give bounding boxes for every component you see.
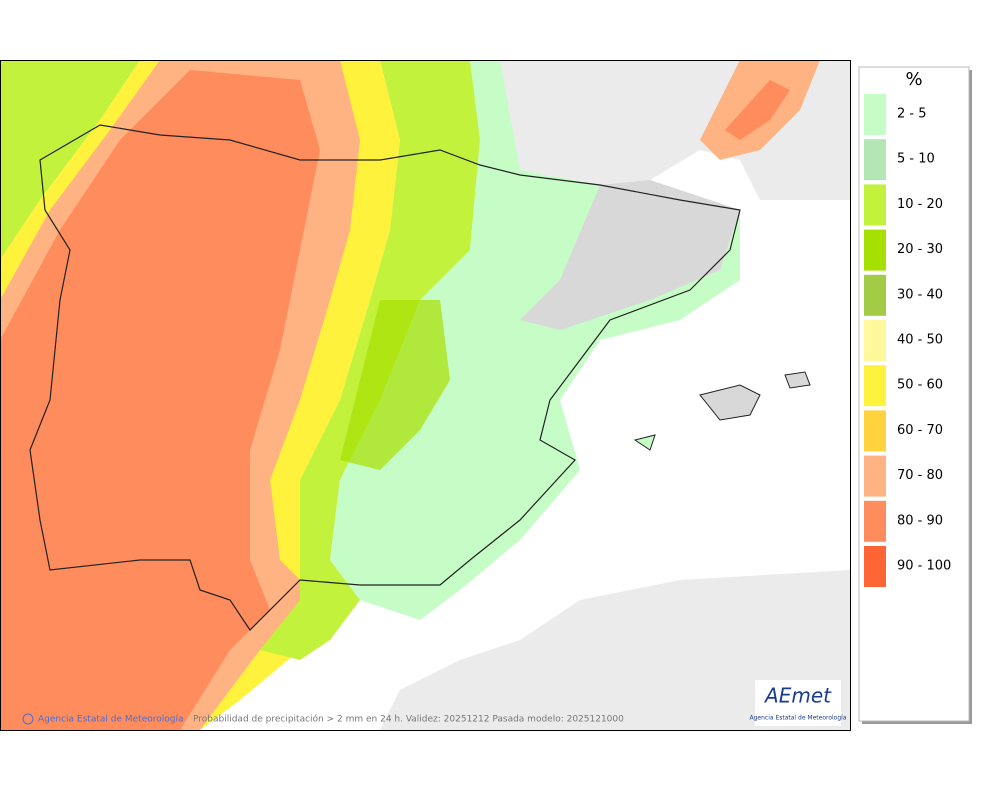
field-orange <box>0 70 320 730</box>
legend-swatch <box>864 184 886 226</box>
legend-label: 10 - 20 <box>897 197 943 212</box>
legend-swatch <box>864 500 886 542</box>
field-none-ne <box>520 180 740 330</box>
legend-swatch <box>864 94 886 135</box>
iberia-outline <box>29 124 741 631</box>
legend-swatch <box>864 139 886 181</box>
legend-label: 90 - 100 <box>897 559 951 574</box>
legend-label: 80 - 90 <box>897 513 943 528</box>
legend-label: 40 - 50 <box>897 333 943 348</box>
legend-title: % <box>905 69 922 90</box>
legend-label: 50 - 60 <box>897 378 943 393</box>
credit: Agencia Estatal de Meteorología <box>38 715 184 725</box>
legend-swatch <box>864 410 886 452</box>
legend-swatch <box>864 320 886 361</box>
menorca <box>784 371 811 389</box>
legend-label: 5 - 10 <box>897 152 935 167</box>
legend-label: 70 - 80 <box>897 468 943 483</box>
africa <box>380 570 850 730</box>
legend-swatch <box>864 546 886 587</box>
legend-label: 20 - 30 <box>897 242 943 257</box>
legend-label: 2 - 5 <box>897 107 927 122</box>
legend: % 2 - 5 5 - 10 10 - 20 20 - 30 30 - 40 40 - 5… <box>858 66 972 724</box>
copyright-icon <box>22 713 34 725</box>
legend-swatch <box>864 455 886 497</box>
legend-label: 60 - 70 <box>897 423 943 438</box>
field-gulf-core <box>725 80 790 140</box>
logo-box <box>755 680 841 726</box>
mallorca <box>699 384 761 421</box>
legend-label: 30 - 40 <box>897 287 943 302</box>
map: Agencia Estatal de Meteorología Probabil… <box>0 60 851 731</box>
legend-swatch <box>864 274 886 316</box>
logo-name: AEmet <box>763 684 832 708</box>
legend-swatch <box>864 229 886 271</box>
legend-swatch <box>864 365 886 407</box>
map-frame <box>0 60 851 731</box>
logo-subtitle: Agencia Estatal de Meteorología <box>750 715 847 722</box>
caption: Probabilidad de precipitación > 2 mm en … <box>193 714 624 725</box>
field-lime <box>340 300 450 470</box>
ibiza <box>633 434 656 451</box>
